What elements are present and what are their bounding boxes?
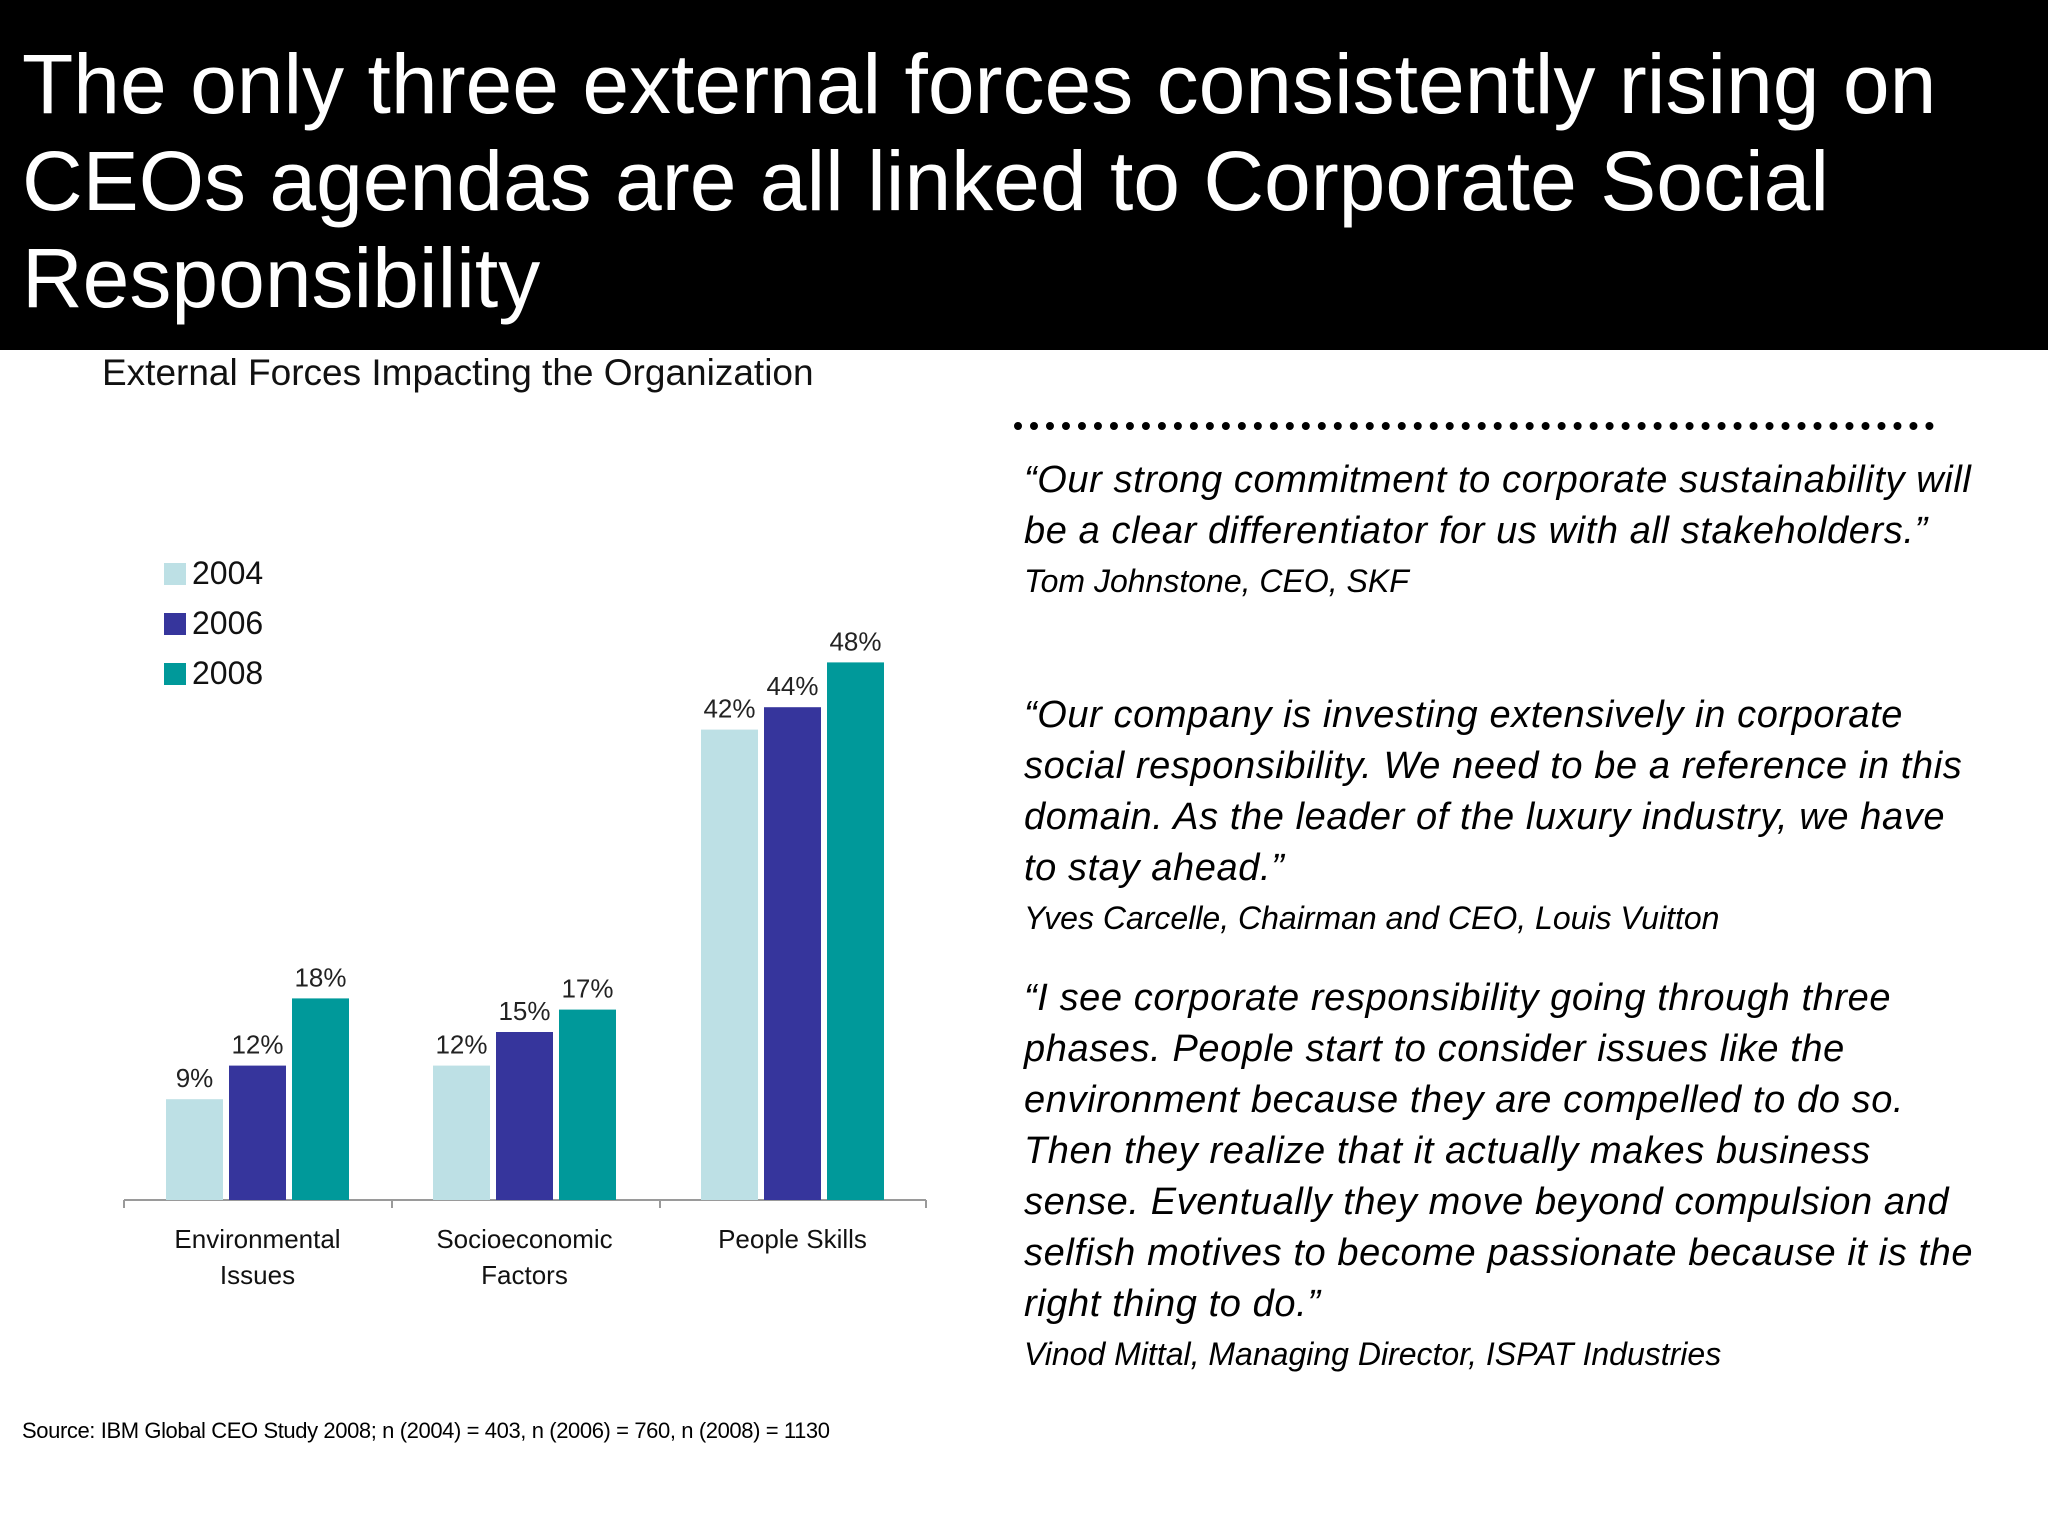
quote-text: “Our strong commitment to corporate sust… <box>1024 459 1972 552</box>
data-label: 12% <box>231 1030 283 1060</box>
bar-chart: 9% 12% 42% 12% 15% 44% 18% 17% 48% Environmental I… <box>123 555 927 1290</box>
source-note: Source: IBM Global CEO Study 2008; n (20… <box>22 1418 830 1443</box>
data-label: 44% <box>766 671 818 701</box>
data-label: 15% <box>498 996 550 1026</box>
data-label: 9% <box>176 1063 214 1093</box>
legend-label: 2006 <box>192 605 263 641</box>
quote-block: “Our strong commitment to corporate sust… <box>1024 455 1984 603</box>
data-label: 18% <box>294 962 346 992</box>
chart-title: External Forces Impacting the Organizati… <box>102 352 814 393</box>
bar-2006-2 <box>764 707 821 1200</box>
category-label: Issues <box>220 1260 295 1290</box>
legend-swatch-2008 <box>164 663 186 685</box>
quote-attribution: Tom Johnstone, CEO, SKF <box>1024 563 1409 599</box>
bar-2008-2 <box>827 662 884 1200</box>
data-label: 42% <box>703 694 755 724</box>
quote-text: “I see corporate responsibility going th… <box>1024 977 1974 1325</box>
bar-2008-0 <box>292 998 349 1200</box>
bar-2004-2 <box>701 729 758 1200</box>
quote-text: “Our company is investing extensively in… <box>1024 694 1963 889</box>
bar-2008-1 <box>559 1009 616 1200</box>
quote-block: “Our company is investing extensively in… <box>1024 690 1984 940</box>
slide-title: The only three external forces consisten… <box>22 37 1937 325</box>
category-label: Environmental <box>174 1224 340 1254</box>
quote-block: “I see corporate responsibility going th… <box>1024 973 1984 1376</box>
bar-2006-0 <box>229 1065 286 1200</box>
data-label: 48% <box>829 626 881 656</box>
bar-2006-1 <box>496 1032 553 1200</box>
legend-label: 2004 <box>192 555 263 591</box>
legend-label: 2008 <box>192 655 263 691</box>
data-label: 12% <box>435 1030 487 1060</box>
title-band: The only three external forces consisten… <box>0 0 2048 350</box>
divider-line <box>1014 422 1934 430</box>
bar-2004-0 <box>166 1099 223 1200</box>
quote-attribution: Vinod Mittal, Managing Director, ISPAT I… <box>1024 1336 1722 1372</box>
quote-attribution: Yves Carcelle, Chairman and CEO, Louis V… <box>1024 900 1720 936</box>
legend-swatch-2006 <box>164 613 186 635</box>
category-label: Socioeconomic <box>436 1224 612 1254</box>
category-label: People Skills <box>718 1224 867 1254</box>
data-label: 17% <box>561 974 613 1004</box>
category-label: Factors <box>481 1260 568 1290</box>
legend-swatch-2004 <box>164 563 186 585</box>
bar-2004-1 <box>433 1065 490 1200</box>
